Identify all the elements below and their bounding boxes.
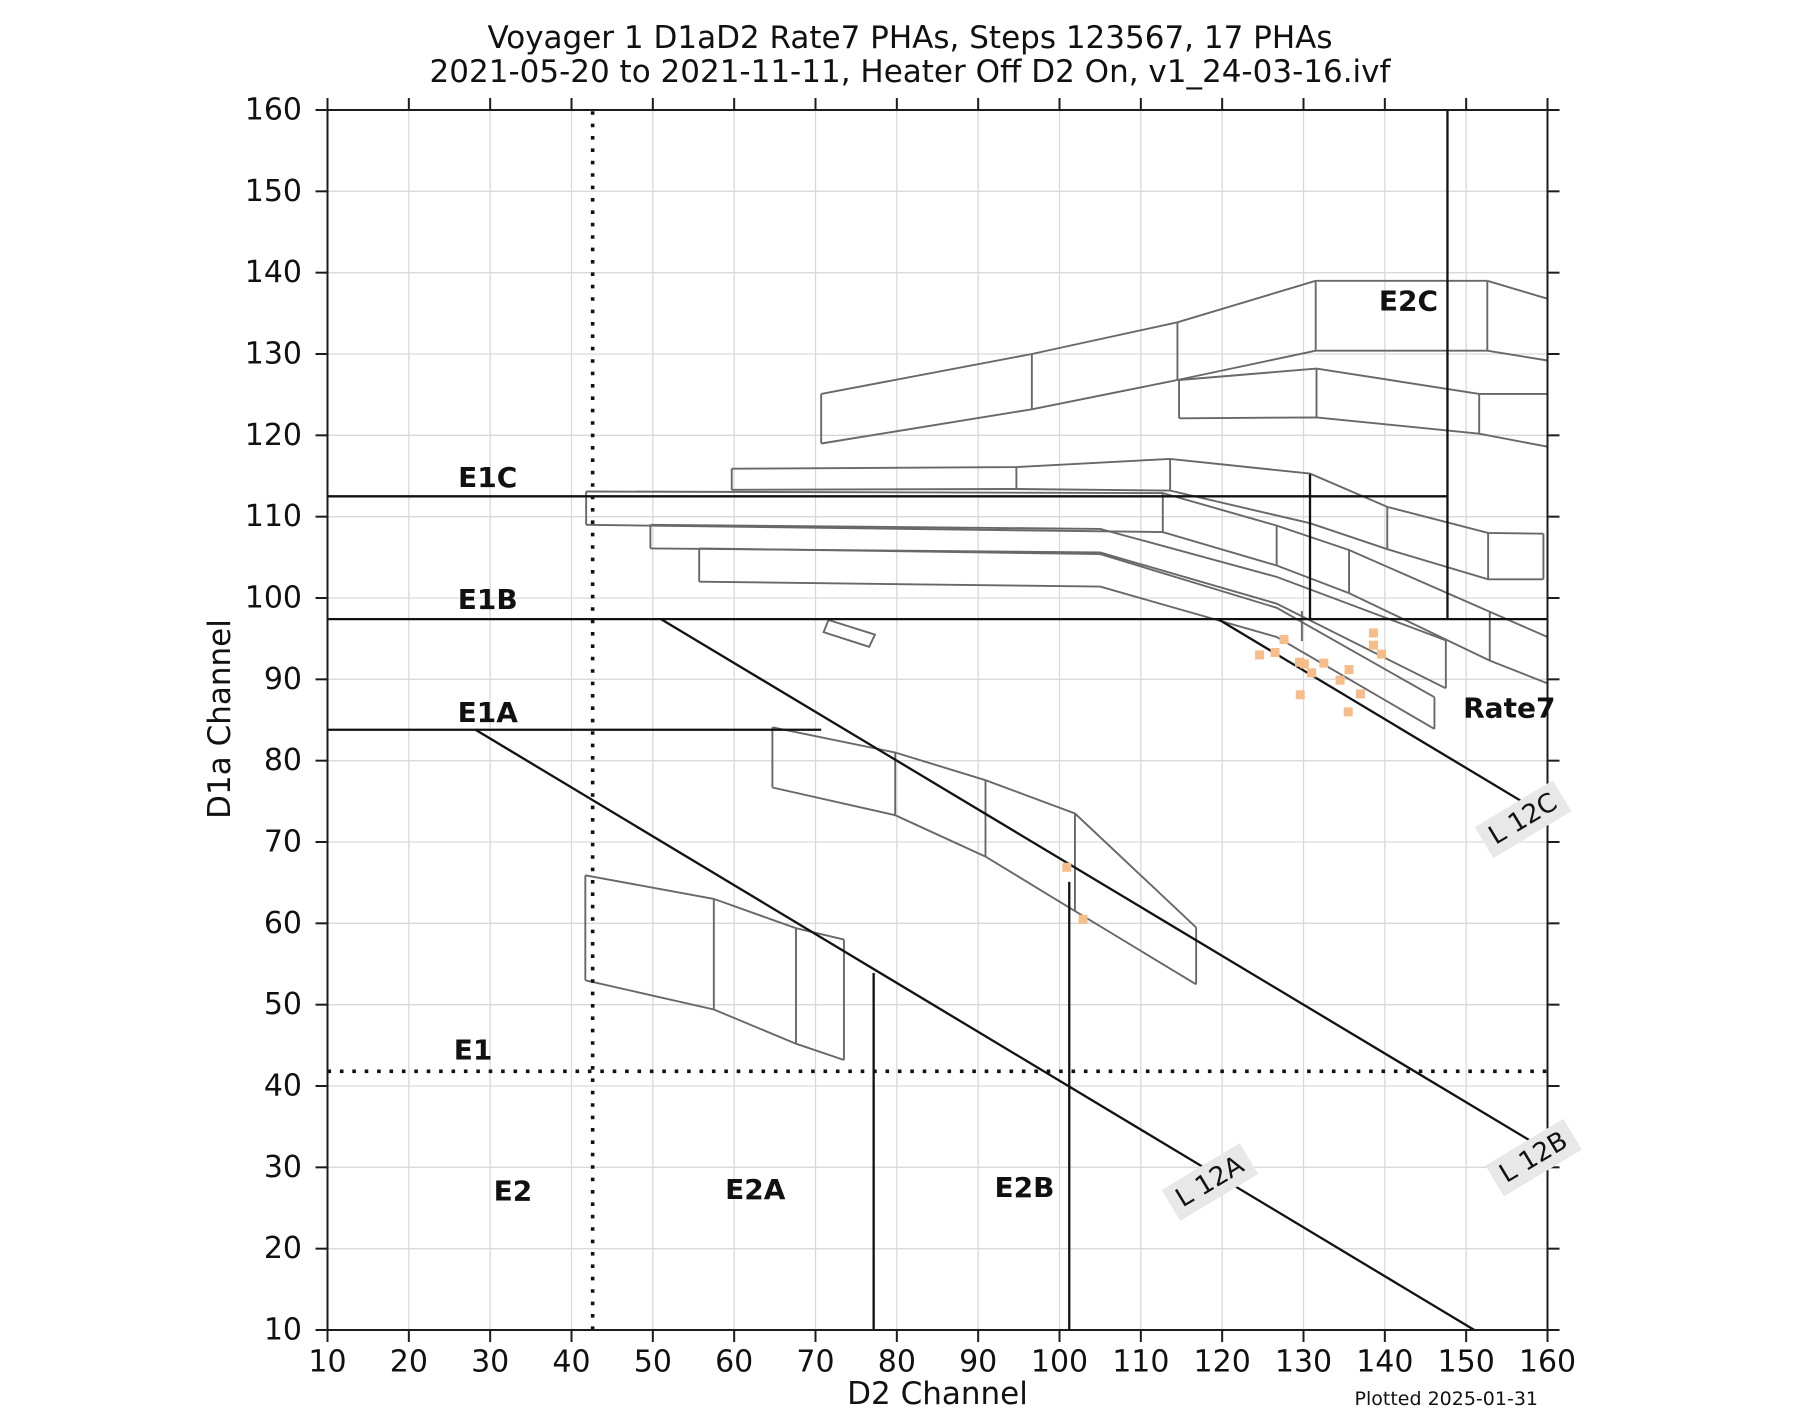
- band-band-f-bottom: [699, 580, 1435, 730]
- region-label-e2c: E2C: [1379, 285, 1438, 318]
- band-band-a-bottom: [821, 349, 1316, 445]
- label-text: E1A: [458, 696, 519, 729]
- x-tick-label-60: 60: [715, 1345, 753, 1380]
- pha-point: [1078, 914, 1088, 924]
- x-tick-label-40: 40: [552, 1345, 590, 1380]
- label-text: E2C: [1379, 285, 1438, 318]
- band-e2a-band-bottom: [585, 979, 845, 1061]
- y-tick-label-40: 40: [264, 1069, 302, 1104]
- label-text: E2B: [995, 1171, 1055, 1204]
- label-text: E2: [494, 1174, 533, 1207]
- y-tick-label-140: 140: [245, 255, 302, 290]
- pha-point: [1335, 675, 1345, 685]
- region-label-rate7: Rate7: [1463, 691, 1555, 724]
- x-tick-label-90: 90: [959, 1345, 997, 1380]
- label-bg: [1474, 780, 1572, 859]
- band-e2b-band-bottom: [772, 786, 1197, 986]
- x-tick-label-20: 20: [390, 1345, 428, 1380]
- region-label-e2: E2: [494, 1174, 533, 1207]
- y-tick-label-150: 150: [245, 174, 302, 209]
- l12b-line: [660, 618, 1549, 1153]
- x-tick-label-140: 140: [1356, 1345, 1413, 1380]
- chart-title-line-1: Voyager 1 D1aD2 Rate7 PHAs, Steps 123567…: [487, 20, 1333, 56]
- pha-point: [1307, 668, 1317, 678]
- x-tick-label-130: 130: [1275, 1345, 1332, 1380]
- x-tick-label-120: 120: [1194, 1345, 1251, 1380]
- pha-point: [1294, 657, 1304, 667]
- y-tick-label-60: 60: [264, 906, 302, 941]
- band-band-f-top: [699, 547, 1435, 699]
- e2c-tail-top: [1487, 279, 1548, 300]
- y-tick-label-100: 100: [245, 581, 302, 616]
- chart-title-line-2: 2021-05-20 to 2021-11-11, Heater Off D2 …: [429, 54, 1391, 90]
- y-tick-label-10: 10: [264, 1313, 302, 1348]
- plotted-date-footnote: Plotted 2025-01-31: [1354, 1388, 1538, 1410]
- label-text: L 12B: [1494, 1126, 1573, 1190]
- band-e2b-band-top: [772, 726, 1197, 929]
- pha-point: [1279, 634, 1289, 644]
- band-band-d-top: [586, 490, 1548, 638]
- region-label-e1a: E1A: [458, 696, 519, 729]
- band-band-b-bottom: [1179, 416, 1548, 448]
- pha-point: [1343, 707, 1353, 717]
- label-text: E1: [454, 1034, 493, 1067]
- band-band-e-top: [650, 523, 1447, 642]
- label-bg: [1161, 1143, 1259, 1221]
- region-label-l12b: L 12B: [1485, 1118, 1582, 1197]
- label-text: E2A: [725, 1173, 786, 1206]
- pha-point: [1344, 665, 1354, 675]
- pha-point: [1368, 628, 1378, 638]
- label-bg: [1485, 1118, 1582, 1197]
- band-e2a-band-top: [585, 874, 845, 941]
- y-tick-label-110: 110: [245, 499, 302, 534]
- y-tick-label-130: 130: [245, 337, 302, 372]
- label-text: L 12A: [1171, 1150, 1250, 1214]
- region-label-e2b: E2B: [995, 1171, 1055, 1204]
- label-text: E1C: [458, 461, 517, 494]
- x-tick-label-110: 110: [1112, 1345, 1169, 1380]
- x-tick-label-30: 30: [471, 1345, 509, 1380]
- y-tick-label-160: 160: [245, 93, 302, 128]
- y-tick-label-70: 70: [264, 825, 302, 860]
- x-tick-label-70: 70: [796, 1345, 834, 1380]
- y-tick-label-80: 80: [264, 743, 302, 778]
- plot-border: [326, 109, 1549, 1331]
- y-tick-label-20: 20: [264, 1231, 302, 1266]
- region-label-l12a: L 12A: [1161, 1143, 1259, 1221]
- pha-point: [1255, 650, 1265, 660]
- pha-point: [1295, 690, 1305, 700]
- l12a-line: [474, 728, 1475, 1331]
- pha-point: [1299, 659, 1309, 669]
- band-band-a-top: [821, 279, 1316, 395]
- label-text: Rate7: [1463, 691, 1555, 724]
- y-tick-label-30: 30: [264, 1150, 302, 1185]
- x-tick-label-150: 150: [1438, 1345, 1495, 1380]
- region-label-e1b: E1B: [458, 583, 518, 616]
- y-tick-label-50: 50: [264, 987, 302, 1022]
- region-label-e1c: E1C: [458, 461, 517, 494]
- x-tick-label-10: 10: [308, 1345, 346, 1380]
- pha-point: [1368, 640, 1378, 650]
- x-tick-label-50: 50: [634, 1345, 672, 1380]
- region-label-l12c: L 12C: [1474, 780, 1572, 859]
- region-label-e1: E1: [454, 1034, 493, 1067]
- y-tick-label-90: 90: [264, 662, 302, 697]
- e2c-tail-bottom: [1487, 349, 1548, 362]
- band-band-d-bottom: [586, 523, 1548, 685]
- y-tick-label-120: 120: [245, 418, 302, 453]
- pha-point: [1319, 658, 1329, 668]
- pha-point: [1270, 647, 1280, 657]
- x-tick-label-160: 160: [1519, 1345, 1576, 1380]
- x-tick-label-100: 100: [1031, 1345, 1088, 1380]
- region-label-e2a: E2A: [725, 1173, 786, 1206]
- pha-point: [1377, 649, 1387, 659]
- x-axis-title: D2 Channel: [847, 1376, 1028, 1412]
- pha-point: [1355, 689, 1365, 699]
- pha-point: [1062, 862, 1072, 872]
- label-text: E1B: [458, 583, 518, 616]
- x-tick-label-80: 80: [878, 1345, 916, 1380]
- alpha-quad: [822, 618, 877, 648]
- band-band-b-top: [1179, 367, 1548, 395]
